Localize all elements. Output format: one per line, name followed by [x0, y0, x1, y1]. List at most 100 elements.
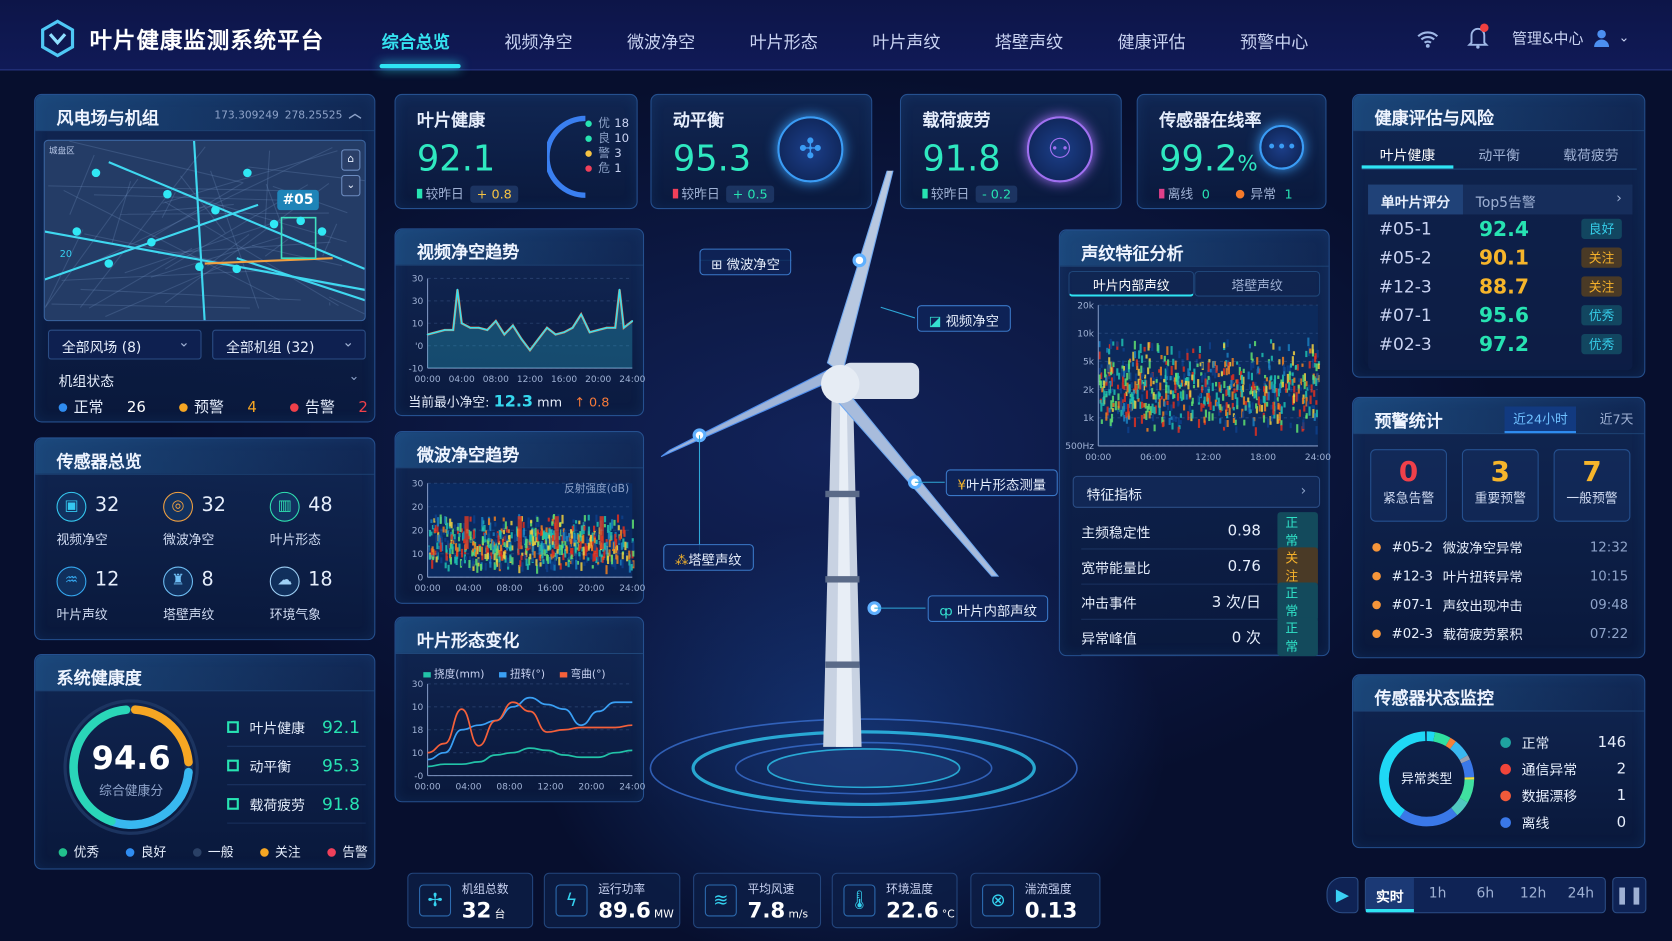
- alarm-count-1[interactable]: 3 重要预警: [1461, 449, 1539, 522]
- nav-tab-6[interactable]: 健康评估: [1117, 32, 1186, 53]
- nav-tab-0[interactable]: 综合总览: [381, 32, 450, 53]
- turbine-marker[interactable]: [232, 264, 241, 274]
- alarm-event-3[interactable]: #02-3 载荷疲劳累积 07:22: [1372, 619, 1628, 648]
- x-tick-label: 24:00: [619, 584, 645, 594]
- kpi-card-3[interactable]: 传感器在线率 99.2% 离线 0 异常 1 •••: [1136, 93, 1327, 210]
- spectrogram-cell: [1185, 377, 1188, 382]
- turbine-marker[interactable]: [269, 219, 279, 229]
- time-option-4[interactable]: 24h: [1567, 885, 1595, 902]
- alarm-event-1[interactable]: #12-3 叶片扭转异常 10:15: [1372, 561, 1628, 590]
- sensor-point[interactable]: [852, 253, 867, 268]
- label-blade-internal-acoustic[interactable]: ȹ 叶片内部声纹: [927, 595, 1049, 623]
- sensor-type-3[interactable]: ♒ 12 叶片声纹: [50, 558, 157, 633]
- turbine-marker[interactable]: [72, 227, 82, 236]
- spectrogram-cell: [1307, 384, 1310, 390]
- risk-row-1[interactable]: #05-2 90.1 关注: [1368, 243, 1632, 272]
- label-microwave-clearance[interactable]: ⊞ 微波净空: [699, 248, 792, 276]
- turbine-marker[interactable]: [317, 227, 327, 236]
- blade-shape-chart: -0 10 18 10 30 00:00 04:00 08:00 12:00 20:00 24:00: [412, 680, 645, 792]
- status-dot: [1500, 736, 1511, 748]
- user-name[interactable]: 管理&中心: [1512, 30, 1584, 49]
- kpi-card-0[interactable]: 叶片健康 92.1 较昨日 + 0.8 优 18 良 10 警 3 危 1: [394, 93, 638, 210]
- time-option-3[interactable]: 12h: [1519, 885, 1547, 902]
- spectrogram-cell: [1240, 385, 1243, 392]
- alarm-range-0[interactable]: 近24小时: [1504, 406, 1577, 434]
- spectrogram-cell: [1163, 378, 1166, 383]
- farm-map[interactable]: 城盘区 20 #05 ⌂ ⌄: [43, 139, 366, 322]
- turbine-marker[interactable]: [211, 205, 220, 215]
- time-option-0[interactable]: 实时: [1365, 878, 1414, 913]
- turbine-marker[interactable]: [147, 237, 156, 247]
- alarm-count-2[interactable]: 7 一般预警: [1553, 449, 1631, 522]
- turbine-marker[interactable]: [243, 168, 252, 178]
- reflection-unit-label: 反射强度(dB): [564, 483, 630, 496]
- turbine-marker[interactable]: [104, 259, 114, 268]
- heatmap-cell: [484, 539, 487, 543]
- spectrogram-cell: [1143, 382, 1146, 386]
- bell-icon[interactable]: [1467, 23, 1489, 49]
- nav-tab-5[interactable]: 塔壁声纹: [994, 32, 1064, 53]
- label-tower-acoustic[interactable]: ⁂塔壁声纹: [663, 544, 754, 571]
- spectrogram-cell: [1250, 361, 1253, 371]
- risk-subtab-1[interactable]: Top5告警: [1475, 195, 1536, 212]
- acoustic-tab-0[interactable]: 叶片内部声纹: [1068, 270, 1195, 297]
- nav-tab-2[interactable]: 微波净空: [626, 32, 696, 53]
- spectrogram-cell: [1145, 390, 1149, 399]
- sensor-type-4[interactable]: ♜ 8 塔壁声纹: [157, 558, 264, 633]
- turbine-marker[interactable]: [195, 262, 204, 271]
- collapse-chevron-icon[interactable]: ︿: [348, 105, 362, 121]
- map-route: [44, 230, 365, 291]
- turbine-3d-model[interactable]: [640, 170, 1088, 864]
- alarm-event-2[interactable]: #07-1 声纹出现冲击 09:48: [1372, 590, 1628, 619]
- label-video-clearance[interactable]: ◪ 视频净空: [917, 305, 1011, 332]
- alarm-range-1[interactable]: 近7天: [1599, 411, 1634, 427]
- kpi-card-1[interactable]: 动平衡 95.3 较昨日 + 0.5 ✣: [650, 93, 873, 210]
- turbine-marker[interactable]: [163, 189, 172, 199]
- lightning-icon: ϟ: [555, 884, 588, 917]
- nav-tab-3[interactable]: 叶片形态: [749, 32, 818, 53]
- pause-button[interactable]: ❚❚: [1612, 876, 1647, 914]
- acoustic-tab-1[interactable]: 塔壁声纹: [1194, 270, 1321, 297]
- feature-index-header[interactable]: 特征指标 ›: [1072, 475, 1321, 508]
- play-button[interactable]: ▶: [1326, 876, 1359, 914]
- alarm-count-0[interactable]: 0 紧急告警: [1370, 449, 1447, 522]
- kpi-title: 动平衡: [672, 109, 725, 131]
- sensor-type-2[interactable]: ▥ 48 叶片形态: [263, 483, 370, 558]
- risk-tab-2[interactable]: 载荷疲劳: [1563, 148, 1619, 165]
- nav-tab-1[interactable]: 视频净空: [504, 32, 573, 53]
- turbine-marker[interactable]: [296, 216, 305, 226]
- risk-tab-0[interactable]: 叶片健康: [1361, 135, 1454, 169]
- farm-select[interactable]: 全部风场 (8) ⌄: [47, 329, 202, 360]
- risk-tab-1[interactable]: 动平衡: [1478, 148, 1521, 165]
- wifi-icon[interactable]: [1416, 28, 1439, 49]
- kpi-card-2[interactable]: 载荷疲劳 91.8 较昨日 - 0.2 ⚇: [899, 93, 1122, 210]
- heatmap-cell: [519, 560, 522, 567]
- risk-row-4[interactable]: #02-3 97.2 优秀: [1368, 330, 1632, 359]
- sensor-type-5[interactable]: ☁ 18 环境气象: [263, 558, 370, 633]
- chevron-right-icon[interactable]: ›: [1616, 190, 1622, 207]
- turbine-marker[interactable]: [91, 168, 101, 178]
- status-chevron-icon[interactable]: ⌄: [348, 368, 360, 384]
- alarm-event-0[interactable]: #05-2 微波净空异常 12:32: [1372, 532, 1628, 561]
- map-unit-tag[interactable]: #05: [277, 189, 319, 211]
- spectrogram-cell: [1098, 341, 1101, 348]
- user-menu-chevron-icon[interactable]: ⌄: [1618, 29, 1630, 45]
- sensor-type-1[interactable]: ◎ 32 微波净空: [157, 483, 264, 558]
- heatmap-cell: [510, 520, 513, 526]
- time-option-1[interactable]: 1h: [1428, 885, 1447, 902]
- map-layer-button[interactable]: ⌂: [341, 149, 361, 171]
- risk-row-3[interactable]: #07-1 95.6 优秀: [1368, 301, 1632, 330]
- nav-tab-4[interactable]: 叶片声纹: [872, 32, 941, 53]
- spectrogram-cell: [1135, 359, 1138, 366]
- risk-row-0[interactable]: #05-1 92.4 良好: [1368, 214, 1632, 243]
- risk-subtab-0[interactable]: 单叶片评分: [1368, 184, 1463, 215]
- nav-tab-7[interactable]: 预警中心: [1240, 32, 1309, 53]
- user-icon[interactable]: [1593, 29, 1610, 47]
- risk-row-2[interactable]: #12-3 88.7 关注: [1368, 272, 1632, 301]
- time-option-2[interactable]: 6h: [1476, 885, 1495, 902]
- map-expand-button[interactable]: ⌄: [341, 174, 361, 197]
- unit-select[interactable]: 全部机组 (32) ⌄: [212, 329, 366, 360]
- label-blade-shape[interactable]: ¥叶片形态测量: [945, 469, 1058, 497]
- sensor-type-0[interactable]: ▣ 32 视频净空: [50, 483, 157, 558]
- spectrogram-cell: [1158, 398, 1161, 408]
